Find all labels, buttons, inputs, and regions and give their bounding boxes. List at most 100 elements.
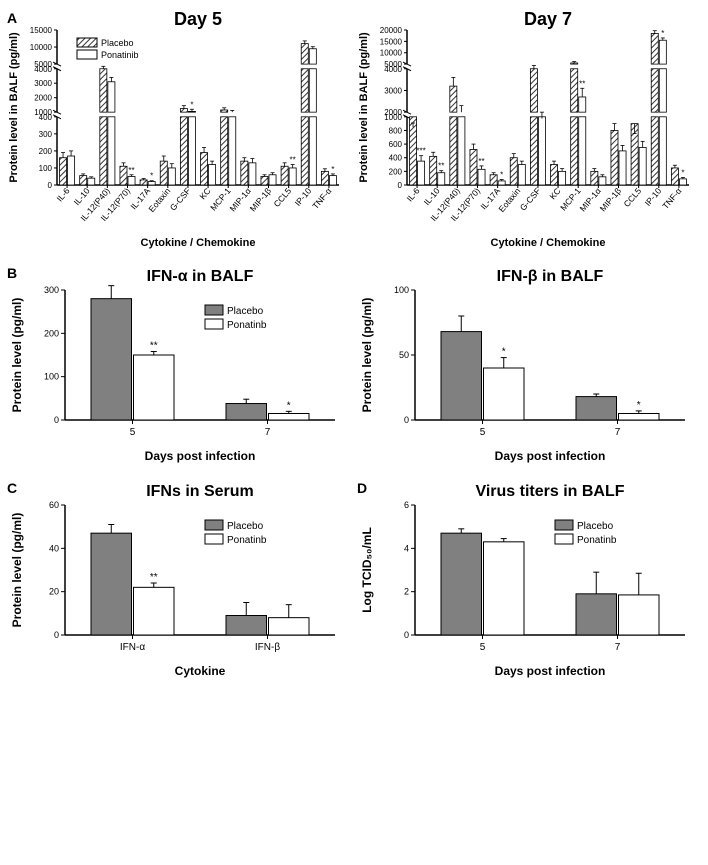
svg-text:1000: 1000 bbox=[34, 108, 52, 117]
svg-text:Ponatinb: Ponatinb bbox=[577, 535, 617, 546]
svg-text:100: 100 bbox=[39, 164, 53, 173]
svg-text:2000: 2000 bbox=[34, 94, 52, 103]
svg-text:60: 60 bbox=[49, 500, 59, 510]
svg-text:5000: 5000 bbox=[34, 60, 52, 69]
svg-text:Days post infection: Days post infection bbox=[495, 449, 606, 463]
svg-text:**: ** bbox=[478, 157, 484, 166]
svg-text:0: 0 bbox=[404, 630, 409, 640]
svg-text:**: ** bbox=[579, 79, 585, 88]
svg-text:2: 2 bbox=[404, 587, 409, 597]
svg-text:*: * bbox=[287, 400, 291, 411]
svg-text:**: ** bbox=[128, 166, 134, 175]
svg-text:5000: 5000 bbox=[384, 60, 402, 69]
svg-text:**: ** bbox=[290, 156, 296, 165]
svg-text:Virus titers in BALF: Virus titers in BALF bbox=[475, 483, 624, 500]
panel-a-day7: Day 702004006008001000200030004000500010… bbox=[355, 10, 695, 250]
panel-b-label: B bbox=[7, 265, 17, 281]
svg-text:100: 100 bbox=[394, 285, 409, 295]
svg-text:200: 200 bbox=[44, 328, 59, 338]
svg-text:KC: KC bbox=[197, 186, 212, 201]
panel-a-day5: A Day 5010020030040010002000300040005000… bbox=[5, 10, 345, 250]
svg-text:Ponatinb: Ponatinb bbox=[227, 535, 267, 546]
panel-d-label: D bbox=[357, 480, 367, 496]
panel-a-label: A bbox=[7, 10, 17, 26]
svg-text:IFN-α: IFN-α bbox=[120, 642, 145, 653]
svg-text:Days post infection: Days post infection bbox=[495, 664, 606, 678]
svg-text:5: 5 bbox=[480, 427, 486, 438]
svg-text:Days post infection: Days post infection bbox=[145, 449, 256, 463]
svg-text:*: * bbox=[502, 347, 506, 358]
svg-text:**: ** bbox=[438, 162, 444, 171]
svg-text:3000: 3000 bbox=[34, 79, 52, 88]
svg-text:*: * bbox=[637, 400, 641, 411]
panel-d: D Virus titers in BALF0246Log TCID₅₀/mL5… bbox=[355, 480, 695, 680]
svg-text:CCL5: CCL5 bbox=[622, 186, 644, 209]
panel-c: C IFNs in Serum0204060Protein level (pg/… bbox=[5, 480, 345, 680]
svg-text:5: 5 bbox=[130, 427, 136, 438]
svg-text:*: * bbox=[681, 168, 684, 177]
chart-c: IFNs in Serum0204060Protein level (pg/ml… bbox=[5, 480, 345, 680]
svg-text:Cytokine / Chemokine: Cytokine / Chemokine bbox=[141, 237, 256, 249]
chart-a-day7: Day 702004006008001000200030004000500010… bbox=[355, 10, 695, 250]
svg-text:50: 50 bbox=[399, 350, 409, 360]
svg-text:200: 200 bbox=[389, 167, 403, 176]
svg-text:G-CSF: G-CSF bbox=[168, 186, 193, 213]
svg-text:IL-6: IL-6 bbox=[55, 186, 72, 204]
svg-text:*: * bbox=[661, 29, 664, 38]
chart-b-ifna: IFN-α in BALF0100200300Protein level (pg… bbox=[5, 265, 345, 465]
svg-text:0: 0 bbox=[48, 181, 53, 190]
svg-text:Eotaxin: Eotaxin bbox=[496, 186, 522, 214]
svg-text:Cytokine: Cytokine bbox=[175, 664, 226, 678]
svg-text:40: 40 bbox=[49, 543, 59, 553]
svg-text:IFN-β: IFN-β bbox=[255, 642, 280, 653]
svg-text:300: 300 bbox=[44, 285, 59, 295]
svg-text:*: * bbox=[150, 172, 153, 181]
svg-text:0: 0 bbox=[398, 181, 403, 190]
svg-text:**: ** bbox=[150, 572, 158, 583]
svg-text:800: 800 bbox=[389, 126, 403, 135]
chart-b-ifnb: IFN-β in BALF050100Protein level (pg/ml)… bbox=[355, 265, 695, 465]
svg-text:7: 7 bbox=[615, 642, 621, 653]
svg-text:200: 200 bbox=[39, 147, 53, 156]
chart-d: Virus titers in BALF0246Log TCID₅₀/mL57D… bbox=[355, 480, 695, 680]
svg-text:10000: 10000 bbox=[30, 43, 53, 52]
panel-a-row: A Day 5010020030040010002000300040005000… bbox=[5, 10, 703, 250]
svg-text:IL-6: IL-6 bbox=[405, 186, 422, 204]
svg-text:***: *** bbox=[416, 147, 425, 156]
svg-text:6: 6 bbox=[404, 500, 409, 510]
svg-text:*: * bbox=[190, 100, 193, 109]
svg-text:3000: 3000 bbox=[384, 86, 402, 95]
svg-text:Protein level in BALF (pg/ml): Protein level in BALF (pg/ml) bbox=[8, 32, 20, 183]
figure: A Day 5010020030040010002000300040005000… bbox=[0, 0, 708, 705]
svg-text:Placebo: Placebo bbox=[577, 521, 614, 532]
svg-text:Day 5: Day 5 bbox=[174, 10, 222, 29]
svg-text:20000: 20000 bbox=[380, 26, 403, 35]
svg-text:0: 0 bbox=[54, 415, 59, 425]
svg-text:10000: 10000 bbox=[380, 49, 403, 58]
panel-b-row: B IFN-α in BALF0100200300Protein level (… bbox=[5, 265, 703, 465]
svg-text:7: 7 bbox=[615, 427, 621, 438]
svg-text:15000: 15000 bbox=[380, 37, 403, 46]
svg-text:IFNs in Serum: IFNs in Serum bbox=[146, 483, 254, 500]
svg-text:5: 5 bbox=[480, 642, 486, 653]
svg-text:Protein level (pg/ml): Protein level (pg/ml) bbox=[10, 513, 24, 628]
svg-text:IFN-β in BALF: IFN-β in BALF bbox=[497, 268, 604, 285]
panel-c-label: C bbox=[7, 480, 17, 496]
svg-text:**: ** bbox=[150, 341, 158, 352]
svg-text:KC: KC bbox=[547, 186, 562, 201]
svg-text:*: * bbox=[331, 165, 334, 174]
panel-cd-row: C IFNs in Serum0204060Protein level (pg/… bbox=[5, 480, 703, 680]
svg-text:400: 400 bbox=[389, 154, 403, 163]
svg-text:4: 4 bbox=[404, 543, 409, 553]
svg-text:300: 300 bbox=[39, 130, 53, 139]
svg-text:MIP-1β: MIP-1β bbox=[598, 186, 623, 214]
svg-text:Day 7: Day 7 bbox=[524, 10, 572, 29]
svg-text:Eotaxin: Eotaxin bbox=[146, 186, 172, 214]
panel-b-ifna: B IFN-α in BALF0100200300Protein level (… bbox=[5, 265, 345, 465]
svg-text:Log TCID₅₀/mL: Log TCID₅₀/mL bbox=[360, 527, 374, 613]
svg-text:Cytokine / Chemokine: Cytokine / Chemokine bbox=[491, 237, 606, 249]
svg-text:0: 0 bbox=[54, 630, 59, 640]
svg-text:600: 600 bbox=[389, 140, 403, 149]
svg-text:15000: 15000 bbox=[30, 26, 53, 35]
svg-text:Placebo: Placebo bbox=[101, 38, 134, 48]
